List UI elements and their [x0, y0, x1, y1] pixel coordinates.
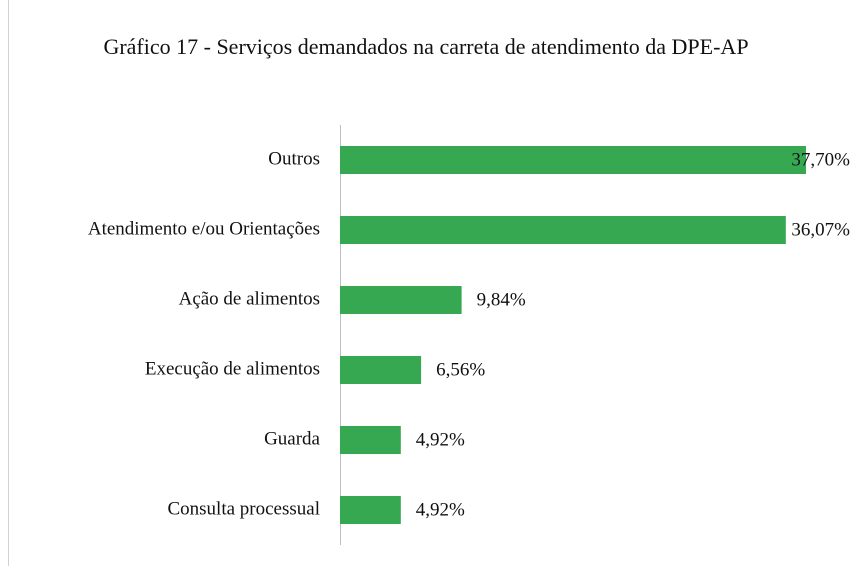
bar: [340, 216, 786, 244]
y-tick-label: Outros: [268, 148, 320, 169]
y-tick-label: Guarda: [264, 428, 320, 449]
bar: [340, 286, 462, 314]
data-label: 36,07%: [791, 219, 850, 240]
bar: [340, 146, 806, 174]
chart-title: Gráfico 17 - Serviços demandados na carr…: [103, 34, 749, 59]
bar: [340, 496, 401, 524]
y-tick-label: Consulta processual: [167, 498, 320, 519]
data-label: 4,92%: [416, 499, 465, 520]
y-tick-label: Atendimento e/ou Orientações: [88, 218, 320, 239]
data-label: 4,92%: [416, 429, 465, 450]
y-tick-label: Execução de alimentos: [145, 358, 320, 379]
bar: [340, 426, 401, 454]
data-label: 37,70%: [791, 149, 850, 170]
bar: [340, 356, 422, 384]
data-label: 6,56%: [436, 359, 485, 380]
data-label: 9,84%: [477, 289, 526, 310]
y-tick-label: Ação de alimentos: [179, 288, 320, 309]
